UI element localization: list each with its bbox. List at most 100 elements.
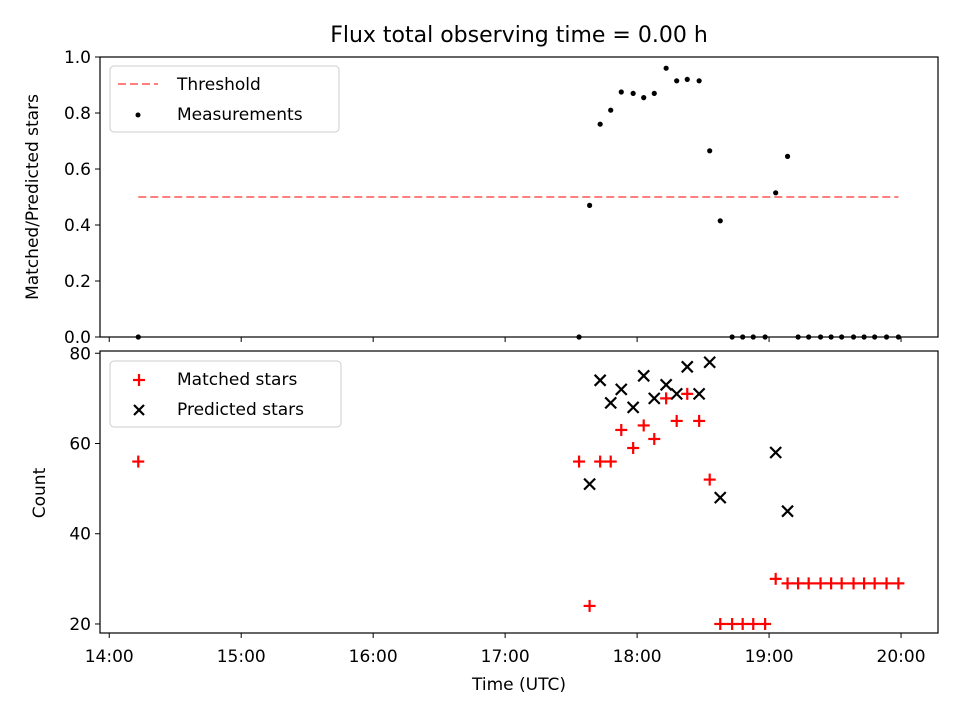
measurement-point — [674, 78, 680, 84]
x-axis-label: Time (UTC) — [471, 675, 566, 695]
matched-star-point — [792, 577, 805, 590]
bottom-y-tick-label: 20 — [69, 615, 91, 635]
predicted-star-point — [680, 360, 694, 374]
predicted-star-point — [659, 378, 673, 392]
matched-star-point — [847, 577, 860, 590]
measurement-point — [684, 76, 690, 82]
measurement-point — [663, 65, 669, 71]
matched-star-point — [693, 414, 706, 427]
measurement-point — [618, 89, 624, 95]
bottom-legend: Matched stars Predicted stars — [109, 360, 342, 428]
top-y-tick-label: 0.6 — [64, 160, 91, 180]
predicted-star-mark — [626, 401, 640, 414]
matched-star-point — [759, 617, 772, 630]
predicted-star-mark — [637, 369, 650, 383]
predicted-star-point — [593, 374, 607, 387]
matched-star-point — [681, 387, 694, 400]
bottom-y-tick-label: 60 — [69, 434, 91, 454]
bottom-y-axis-label: Count — [30, 467, 50, 518]
predicted-star-mark — [703, 356, 716, 369]
predicted-star-mark — [593, 374, 607, 387]
matched-star-point — [627, 442, 640, 455]
predicted-star-point — [604, 396, 617, 410]
predicted-star-point — [692, 387, 706, 401]
bottom-panel: 20 40 60 80 14:00 15:00 16:00 17:00 18:00 19:00 2… — [30, 344, 939, 695]
predicted-star-mark — [614, 383, 628, 396]
top-x-ticks — [108, 337, 902, 342]
predicted-star-point — [626, 401, 640, 414]
matched-star-point — [670, 414, 683, 427]
x-tick-label: 20:00 — [877, 647, 926, 667]
matched-star-point — [858, 577, 871, 590]
matched-star-point — [660, 392, 673, 405]
measurements-legend-swatch — [135, 112, 141, 118]
figure-title: Flux total observing time = 0.00 h — [330, 23, 708, 48]
predicted-star-mark — [680, 360, 694, 374]
matched-star-point — [583, 599, 596, 612]
top-y-tick-label: 0.8 — [64, 104, 91, 124]
predicted-star-mark — [781, 504, 794, 518]
matched-star-point — [880, 577, 893, 590]
measurement-point — [707, 148, 713, 154]
matched-star-point — [835, 577, 848, 590]
matched-star-point — [825, 577, 838, 590]
measurement-point — [784, 153, 791, 159]
predicted-star-mark — [670, 387, 683, 401]
x-tick-label: 18:00 — [613, 647, 662, 667]
matched-star-point — [132, 455, 145, 468]
x-tick-label: 19:00 — [745, 647, 794, 667]
top-y-tick-label: 0.2 — [64, 272, 91, 292]
matched-stars-legend-label: Matched stars — [177, 370, 297, 390]
matched-star-point — [868, 577, 881, 590]
matched-star-point — [648, 432, 661, 445]
matched-star-point — [714, 617, 727, 630]
matched-star-point — [726, 617, 739, 630]
predicted-star-mark — [692, 387, 706, 401]
bottom-axes-frame — [99, 350, 939, 634]
predicted-star-mark — [604, 396, 617, 410]
top-y-tick-label: 1.0 — [64, 48, 91, 68]
bottom-legend-box — [109, 360, 342, 428]
bottom-y-ticks: 20 40 60 80 — [69, 344, 100, 635]
measurement-point — [773, 190, 779, 196]
measurement-point — [608, 107, 614, 113]
top-y-tick-label: 0.0 — [64, 328, 91, 348]
measurements-legend-label: Measurements — [177, 105, 303, 125]
matched-star-point — [615, 423, 628, 436]
measurement-point — [587, 202, 593, 208]
top-y-axis-label: Matched/Predicted stars — [23, 94, 43, 300]
top-legend-box — [109, 65, 340, 133]
matched-star-point — [637, 419, 650, 432]
predicted-star-point — [583, 477, 596, 491]
x-tick-label: 17:00 — [481, 647, 530, 667]
top-y-tick-label: 0.4 — [64, 216, 91, 236]
bottom-y-tick-label: 80 — [69, 344, 91, 364]
predicted-star-mark — [659, 378, 673, 392]
predicted-star-point — [713, 491, 727, 504]
predicted-star-point — [647, 392, 661, 405]
matched-star-point — [802, 577, 815, 590]
matched-star-point — [781, 577, 794, 590]
measurement-point — [597, 121, 603, 127]
predicted-star-mark — [713, 491, 727, 504]
matched-star-point — [736, 617, 749, 630]
predicted-star-mark — [647, 392, 661, 405]
measurement-point — [651, 90, 657, 96]
matched-star-point — [747, 617, 760, 630]
x-tick-label: 16:00 — [349, 647, 398, 667]
measurement-point — [641, 95, 647, 101]
predicted-star-point — [614, 383, 628, 396]
top-panel: 0.0 0.2 0.4 0.6 0.8 1.0 Matched/Predicted sta… — [23, 48, 939, 348]
matched-star-point — [892, 577, 905, 590]
matched-star-point — [573, 455, 586, 468]
top-y-ticks: 0.0 0.2 0.4 0.6 0.8 1.0 — [64, 48, 100, 348]
predicted-star-point — [670, 387, 683, 401]
top-legend: Threshold Measurements — [109, 65, 340, 133]
predicted-stars-legend-label: Predicted stars — [177, 400, 304, 420]
matched-star-point — [814, 577, 827, 590]
predicted-star-mark — [583, 477, 596, 491]
bottom-plot-area — [132, 356, 905, 630]
predicted-star-point — [769, 446, 782, 459]
matched-star-point — [604, 455, 617, 468]
